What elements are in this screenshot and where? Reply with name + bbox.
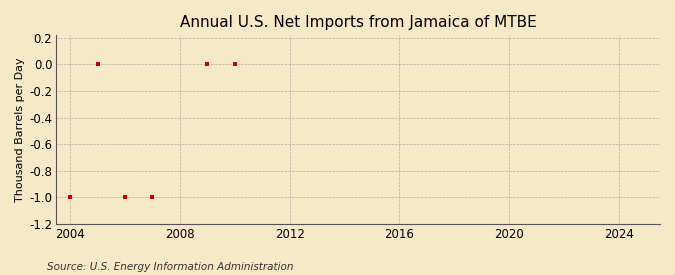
Title: Annual U.S. Net Imports from Jamaica of MTBE: Annual U.S. Net Imports from Jamaica of … <box>180 15 537 30</box>
Y-axis label: Thousand Barrels per Day: Thousand Barrels per Day <box>15 57 25 202</box>
Text: Source: U.S. Energy Information Administration: Source: U.S. Energy Information Administ… <box>47 262 294 272</box>
